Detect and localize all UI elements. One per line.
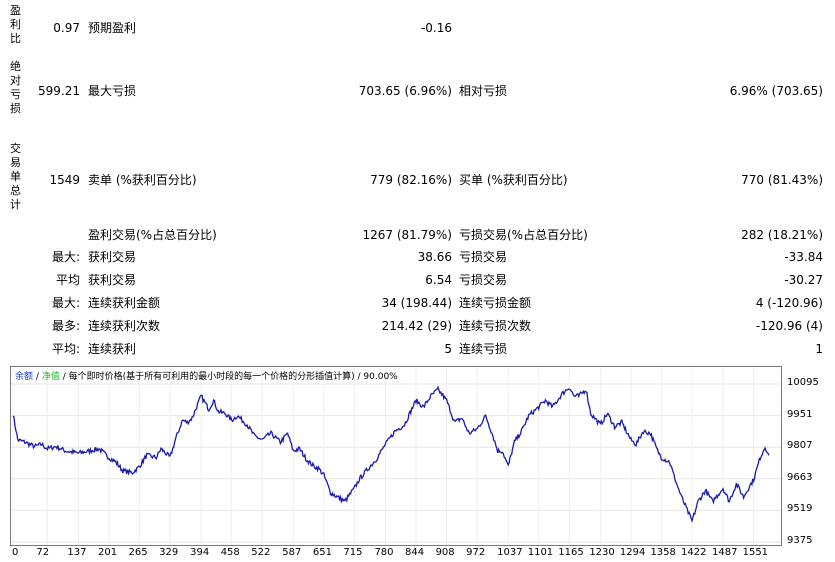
x-tick-label: 1037 (497, 547, 523, 558)
legend-balance: 余额 (15, 372, 34, 382)
y-tick-label: 9519 (787, 503, 813, 515)
detail-label-2: 亏损交易 (459, 273, 508, 287)
x-tick-label: 972 (466, 547, 486, 558)
maximal-drawdown-value: 703.65 (6.96%) (358, 84, 452, 98)
detail-prefix: 平均: (51, 342, 80, 356)
short-positions-label: 卖单 (%获利百分比) (88, 173, 197, 187)
x-tick-label: 1101 (527, 547, 554, 558)
detail-label: 连续获利次数 (88, 319, 161, 333)
detail-value-2: 1 (815, 342, 823, 356)
legend-equity: 净值 (41, 372, 60, 382)
detail-label: 获利交易 (88, 273, 137, 287)
expected-payoff-value: -0.16 (420, 21, 452, 35)
detail-label-2: 亏损交易(%占总百分比) (459, 228, 588, 242)
detail-value: 34 (198.44) (381, 296, 452, 310)
detail-value-2: 282 (18.21%) (741, 228, 823, 242)
detail-label-2: 连续亏损次数 (459, 319, 532, 333)
x-tick-label: 651 (312, 547, 332, 558)
detail-value-2: -120.96 (4) (755, 319, 823, 333)
x-tick-label: 72 (36, 547, 50, 558)
relative-drawdown-value: 6.96% (703.65) (729, 84, 823, 98)
x-tick-label: 1165 (558, 547, 584, 558)
x-tick-label: 329 (159, 547, 179, 558)
balance-chart: 余额 / 净值 / 每个即时价格(基于所有可利用的最小时段的每一个价格的分形插值… (10, 366, 782, 546)
x-tick-label: 394 (190, 547, 210, 558)
x-tick-label: 137 (67, 547, 87, 558)
x-tick-label: 715 (343, 547, 363, 558)
balance-series-line (12, 385, 770, 523)
balance-chart-svg (11, 367, 781, 545)
total-trades-value: 1549 (49, 173, 80, 187)
detail-prefix: 平均 (55, 273, 80, 287)
x-tick-label: 1551 (742, 547, 769, 558)
detail-label: 连续获利金额 (88, 296, 161, 310)
maximal-drawdown-label: 最大亏损 (88, 84, 137, 98)
detail-value: 38.66 (417, 250, 452, 264)
detail-label-2: 连续亏损金额 (459, 296, 532, 310)
x-tick-label: 780 (374, 547, 394, 558)
expected-payoff-label: 预期盈利 (88, 21, 137, 35)
detail-value-2: 4 (-120.96) (755, 296, 823, 310)
x-tick-label: 1422 (681, 547, 707, 558)
detail-value-2: -30.27 (784, 273, 823, 287)
detail-label: 盈利交易(%占总百分比) (88, 228, 217, 242)
absolute-drawdown-label: 绝对亏损 (10, 60, 21, 115)
detail-value: 1267 (81.79%) (362, 228, 452, 242)
detail-label: 获利交易 (88, 250, 137, 264)
detail-value: 214.42 (29) (381, 319, 452, 333)
detail-value: 6.54 (425, 273, 452, 287)
detail-prefix: 最大: (51, 296, 80, 310)
x-tick-label: 458 (220, 547, 240, 558)
x-tick-label: 201 (97, 547, 118, 558)
total-trades-label: 交易单总计 (10, 142, 21, 211)
x-tick-label: 1487 (712, 547, 738, 558)
detail-label-2: 亏损交易 (459, 250, 508, 264)
profit-factor-label: 盈利比 (10, 4, 21, 45)
y-tick-label: 10095 (787, 377, 819, 388)
x-tick-label: 522 (251, 547, 271, 558)
long-positions-value: 770 (81.43%) (741, 173, 823, 187)
x-tick-label: 0 (12, 547, 19, 558)
detail-prefix: 最大: (51, 250, 80, 264)
long-positions-label: 买单 (%获利百分比) (459, 173, 568, 187)
detail-value: 5 (444, 342, 452, 356)
x-tick-label: 587 (282, 547, 302, 558)
x-tick-label: 908 (435, 547, 455, 558)
detail-value-2: -33.84 (784, 250, 823, 264)
x-tick-label: 1358 (650, 547, 676, 558)
detail-label: 连续获利 (88, 342, 137, 356)
y-tick-label: 9951 (787, 408, 813, 420)
detail-prefix: 最多: (51, 319, 80, 333)
short-positions-value: 779 (82.16%) (370, 173, 452, 187)
chart-legend: 余额 / 净值 / 每个即时价格(基于所有可利用的最小时段的每一个价格的分形插值… (15, 372, 398, 382)
detail-label-2: 连续亏损 (459, 342, 508, 356)
legend-quality: 90.00% (363, 372, 398, 382)
profit-factor-value: 0.97 (53, 21, 80, 35)
x-tick-label: 265 (128, 547, 148, 558)
x-tick-label: 1230 (589, 547, 615, 558)
y-tick-label: 9663 (787, 471, 813, 483)
y-tick-label: 9375 (787, 535, 813, 546)
legend-model-note: 每个即时价格(基于所有可利用的最小时段的每一个价格的分形插值计算) (68, 372, 355, 382)
x-tick-label: 844 (405, 547, 425, 558)
y-tick-label: 9807 (787, 440, 813, 452)
absolute-drawdown-value: 599.21 (38, 84, 80, 98)
x-tick-label: 1294 (619, 547, 646, 558)
relative-drawdown-label: 相对亏损 (459, 84, 508, 98)
